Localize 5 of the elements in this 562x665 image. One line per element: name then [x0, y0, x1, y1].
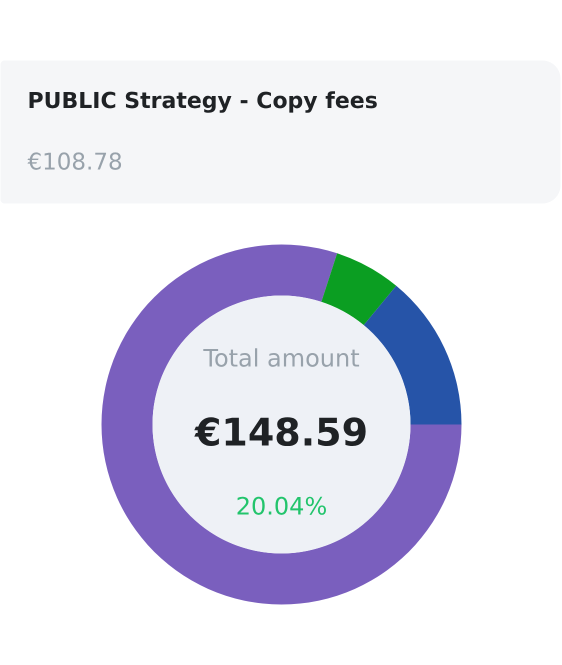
text: 20.04%: [236, 492, 328, 520]
text: €148.59: [194, 410, 368, 454]
text: €108.78: [28, 150, 123, 176]
text: Total amount: [202, 344, 360, 372]
text: PUBLIC Strategy - Copy fees: [28, 89, 378, 114]
